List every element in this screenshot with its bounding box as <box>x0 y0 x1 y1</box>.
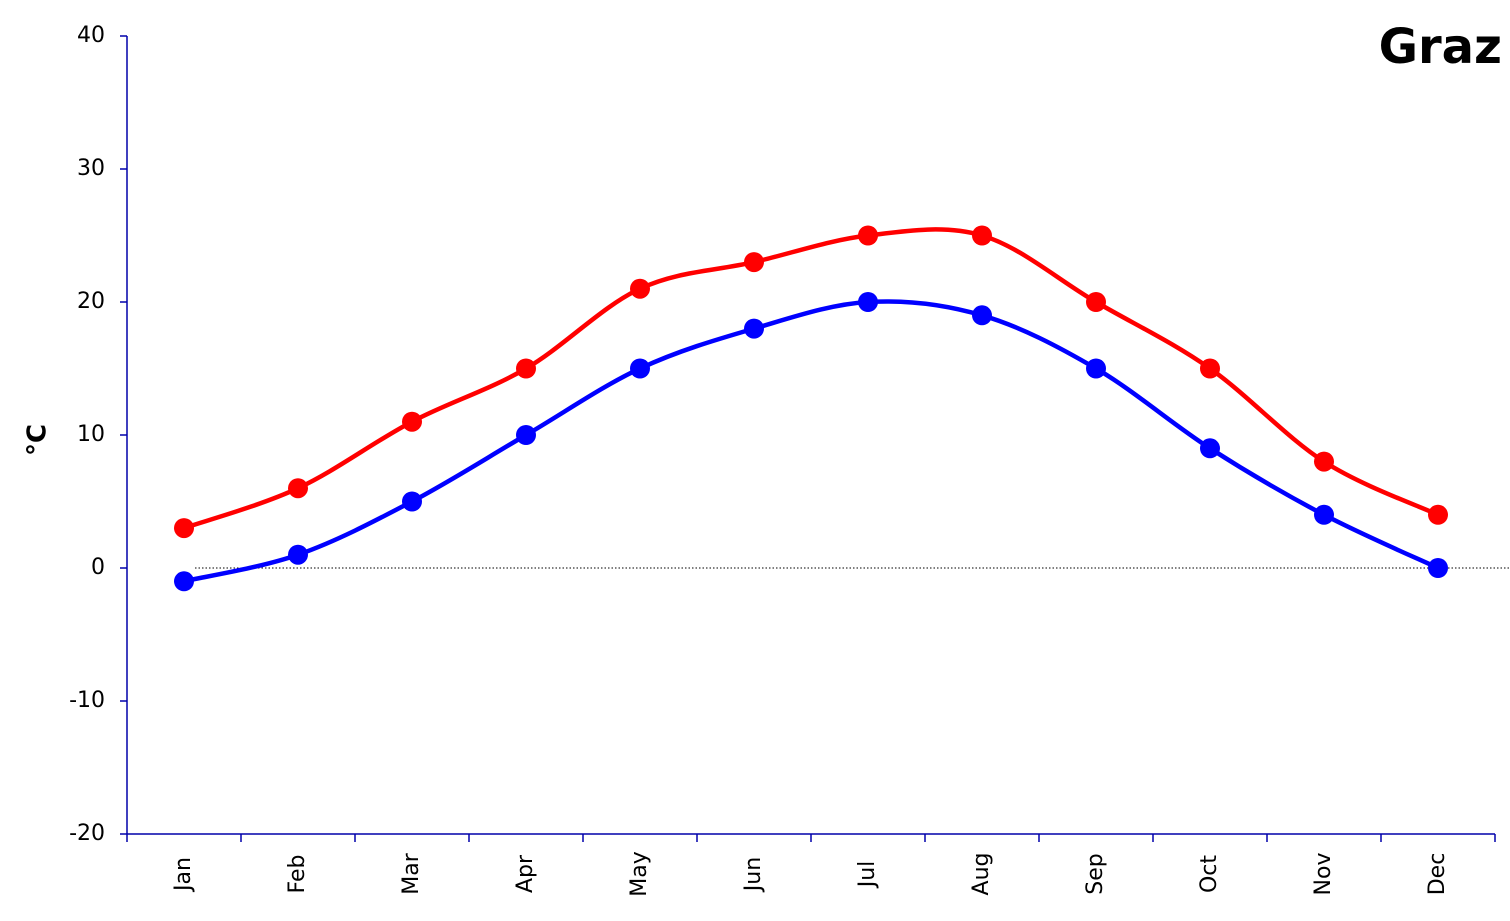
x-tick-label: Jul <box>855 861 880 890</box>
x-tick-label: Nov <box>1311 853 1336 896</box>
y-axis-label: °C <box>23 424 53 456</box>
y-tick-label: 0 <box>91 555 105 580</box>
point <box>972 305 992 326</box>
point <box>1086 292 1106 312</box>
x-tick-label: Dec <box>1425 853 1450 896</box>
point <box>1428 558 1448 578</box>
point <box>1086 358 1106 379</box>
point <box>1200 438 1220 459</box>
point <box>858 225 878 246</box>
point <box>516 358 536 379</box>
y-tick-label: -20 <box>69 821 105 846</box>
point <box>972 225 992 246</box>
point <box>744 318 764 339</box>
series-line <box>183 299 1439 584</box>
x-tick-label: Jun <box>741 857 766 893</box>
x-tick-label: Oct <box>1197 855 1222 893</box>
y-tick-label: 40 <box>77 23 105 48</box>
chart-title: Graz <box>1379 19 1502 75</box>
point <box>858 292 878 312</box>
point <box>402 411 422 432</box>
x-tick-label: May <box>627 851 652 896</box>
x-tick-label: Apr <box>513 854 538 893</box>
series-line <box>183 227 1439 531</box>
x-tick-label: Sep <box>1083 853 1108 894</box>
point <box>174 518 194 539</box>
point <box>288 544 308 565</box>
y-tick-label: 20 <box>77 289 105 314</box>
x-tick-label: Aug <box>969 853 994 896</box>
x-tick-label: Feb <box>285 855 310 894</box>
x-tick-label: Jan <box>171 857 196 893</box>
point <box>516 425 536 445</box>
point <box>1428 504 1448 525</box>
point <box>1200 358 1220 379</box>
point <box>1314 451 1334 472</box>
point <box>630 358 650 379</box>
x-tick-label: Mar <box>399 852 424 894</box>
point <box>288 478 308 499</box>
y-tick-label: 10 <box>77 422 105 447</box>
point <box>744 252 764 273</box>
point <box>174 571 194 592</box>
point <box>1314 504 1334 525</box>
point <box>630 278 650 299</box>
y-tick-label: 30 <box>77 156 105 181</box>
y-tick-label: -10 <box>69 688 105 713</box>
point <box>402 491 422 512</box>
